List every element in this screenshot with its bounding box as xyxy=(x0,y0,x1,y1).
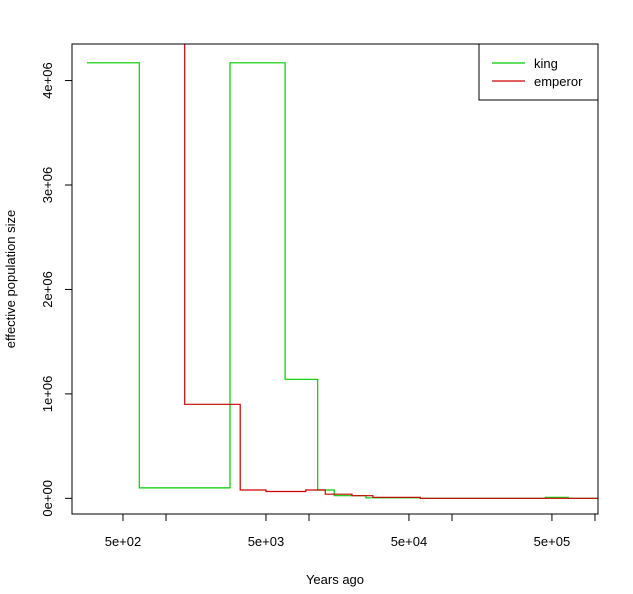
x-axis-title: Years ago xyxy=(306,572,364,587)
series-line-emperor xyxy=(184,44,598,499)
x-tick-label: 5e+04 xyxy=(391,534,428,549)
x-tick-label: 5e+05 xyxy=(534,534,571,549)
x-axis: 5e+02 5e+03 5e+04 5e+05 xyxy=(105,514,596,549)
y-axis-title: effective population size xyxy=(3,210,18,349)
legend-label-king: king xyxy=(534,56,558,71)
series-line-king xyxy=(87,62,598,499)
y-tick-label: 1e+06 xyxy=(40,376,55,413)
y-axis: 0e+00 1e+06 2e+06 3e+06 4e+06 xyxy=(40,62,72,517)
x-tick-label: 5e+02 xyxy=(105,534,142,549)
y-tick-label: 4e+06 xyxy=(40,62,55,99)
plot-frame xyxy=(71,43,599,515)
legend: king emperor xyxy=(478,43,599,101)
y-tick-label: 3e+06 xyxy=(40,167,55,204)
series-layer xyxy=(87,44,598,499)
y-tick-label: 2e+06 xyxy=(40,271,55,308)
x-tick-label: 5e+03 xyxy=(248,534,285,549)
y-tick-label: 0e+00 xyxy=(40,480,55,517)
legend-label-emperor: emperor xyxy=(534,74,583,89)
legend-box xyxy=(478,43,599,101)
